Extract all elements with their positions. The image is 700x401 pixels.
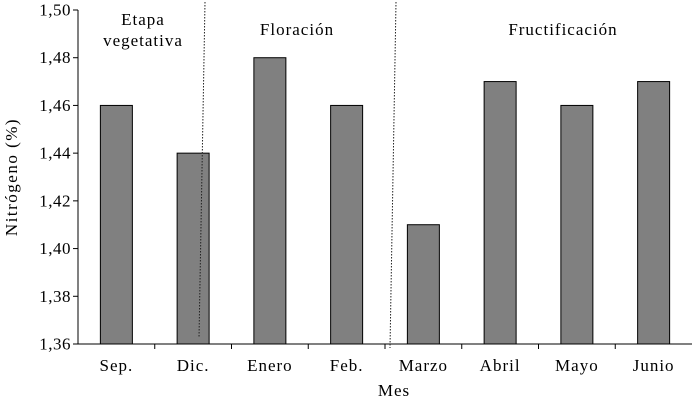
phase-label-vegetativa-line2: vegetativa <box>103 31 183 50</box>
y-tick-label-4: 1,44 <box>39 144 71 163</box>
bar-2 <box>253 57 287 345</box>
x-axis-title: Mes <box>378 381 410 400</box>
x-tick-label-7: Junio <box>633 356 675 375</box>
x-tick-label-1: Dic. <box>177 356 210 375</box>
y-tick-label-5: 1,46 <box>39 96 71 115</box>
y-tick-label-2: 1,40 <box>39 239 71 258</box>
phase-labels: Etapa vegetativa Floración Fructificació… <box>103 10 617 50</box>
bar-6 <box>560 104 594 345</box>
y-ticks-group: 1,36 1,38 1,40 1,42 1,44 1,46 1,48 1,50 <box>39 1 78 354</box>
phase-label-floracion: Floración <box>260 20 334 39</box>
bar-7 <box>637 81 671 345</box>
x-tick-label-0: Sep. <box>100 356 134 375</box>
bar-0 <box>99 104 133 345</box>
bar-1 <box>176 152 210 345</box>
x-tick-label-5: Abril <box>480 356 521 375</box>
axes-group <box>77 10 692 345</box>
y-tick-label-6: 1,48 <box>39 48 71 67</box>
x-tick-label-4: Marzo <box>399 356 448 375</box>
bars-group <box>99 57 671 345</box>
x-tick-label-2: Enero <box>247 356 293 375</box>
phase-label-vegetativa-line1: Etapa <box>121 10 165 29</box>
bar-4 <box>406 224 440 345</box>
bar-5 <box>483 81 517 345</box>
phase-dividers <box>198 1 397 349</box>
y-tick-label-7: 1,50 <box>39 1 71 20</box>
phase-label-fructificacion: Fructificación <box>508 20 617 39</box>
y-tick-label-0: 1,36 <box>39 335 71 354</box>
bar-3 <box>330 104 364 345</box>
y-tick-label-3: 1,42 <box>39 191 71 210</box>
divider-vegetativa-floracion <box>198 1 206 339</box>
divider-floracion-fructificacion <box>389 1 397 349</box>
y-tick-label-1: 1,38 <box>39 287 71 306</box>
x-tick-label-3: Feb. <box>330 356 364 375</box>
x-ticks-group: Sep. Dic. Enero Feb. Marzo Abril Mayo Junio <box>100 344 675 375</box>
x-tick-label-6: Mayo <box>555 356 599 375</box>
y-axis-title: Nitrógeno (%) <box>2 118 21 236</box>
